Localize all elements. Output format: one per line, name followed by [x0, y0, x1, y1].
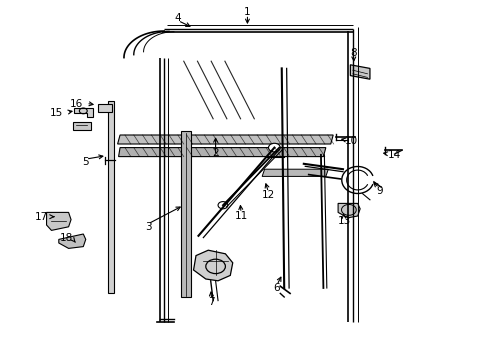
Polygon shape — [119, 148, 326, 157]
Polygon shape — [59, 234, 86, 248]
Text: 13: 13 — [337, 216, 351, 226]
Text: 11: 11 — [234, 211, 248, 221]
Circle shape — [269, 143, 280, 152]
Text: 15: 15 — [49, 108, 63, 118]
Polygon shape — [108, 101, 114, 293]
Polygon shape — [181, 131, 191, 297]
Polygon shape — [74, 108, 93, 117]
Text: 4: 4 — [174, 13, 181, 23]
Text: 2: 2 — [212, 148, 219, 158]
Polygon shape — [338, 203, 360, 218]
Polygon shape — [262, 169, 328, 176]
Polygon shape — [118, 135, 333, 144]
Text: 14: 14 — [387, 150, 401, 160]
Polygon shape — [350, 65, 370, 79]
Text: 5: 5 — [82, 157, 89, 167]
Text: 8: 8 — [350, 48, 357, 58]
Circle shape — [218, 202, 228, 209]
Polygon shape — [194, 250, 233, 281]
Text: 16: 16 — [70, 99, 84, 109]
Text: 6: 6 — [273, 283, 280, 293]
Text: 7: 7 — [208, 297, 215, 307]
Text: 3: 3 — [145, 222, 151, 232]
Text: 1: 1 — [244, 6, 251, 17]
Text: 10: 10 — [345, 136, 358, 146]
Text: 18: 18 — [59, 233, 73, 243]
Text: 17: 17 — [35, 212, 49, 222]
Polygon shape — [73, 122, 91, 130]
Polygon shape — [47, 212, 71, 230]
Text: 12: 12 — [262, 190, 275, 200]
Polygon shape — [98, 104, 112, 112]
Text: 9: 9 — [376, 186, 383, 196]
